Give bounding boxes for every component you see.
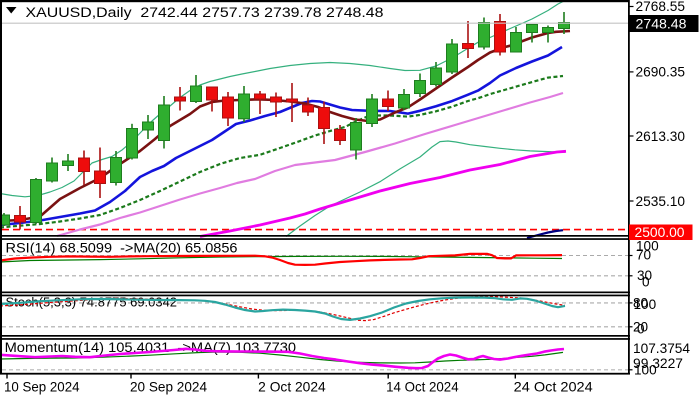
svg-text:Stoch(5,3,3) 74.8775 69.0342: Stoch(5,3,3) 74.8775 69.0342 bbox=[6, 295, 178, 310]
svg-text:2500.00: 2500.00 bbox=[635, 225, 685, 240]
svg-text:2768.55: 2768.55 bbox=[636, 0, 686, 14]
svg-text:10 Sep 2024: 10 Sep 2024 bbox=[4, 379, 80, 394]
svg-text:RSI(14) 68.5099 ->MA(20) 65.0: RSI(14) 68.5099 ->MA(20) 65.0856 bbox=[6, 241, 238, 256]
svg-text:0: 0 bbox=[637, 321, 645, 336]
svg-text:XAUUSD,Daily 2742.44 2757.73: XAUUSD,Daily 2742.44 2757.73 2739.78 274… bbox=[26, 5, 384, 21]
svg-text:20 Sep 2024: 20 Sep 2024 bbox=[130, 379, 207, 394]
svg-text:107.3754: 107.3754 bbox=[633, 341, 690, 356]
svg-text:80: 80 bbox=[633, 296, 649, 311]
svg-text:99.3227: 99.3227 bbox=[633, 356, 683, 371]
svg-text:100: 100 bbox=[634, 362, 657, 377]
svg-text:24 Oct 2024: 24 Oct 2024 bbox=[514, 379, 593, 394]
svg-text:2690.35: 2690.35 bbox=[636, 65, 686, 80]
svg-text:70: 70 bbox=[636, 248, 652, 263]
svg-text:0: 0 bbox=[642, 275, 650, 290]
svg-text:100: 100 bbox=[636, 239, 659, 254]
svg-text:2 Oct 2024: 2 Oct 2024 bbox=[258, 379, 326, 394]
svg-text:2748.48: 2748.48 bbox=[636, 16, 687, 31]
svg-text:2535.10: 2535.10 bbox=[636, 194, 686, 209]
svg-text:30: 30 bbox=[637, 268, 653, 283]
svg-text:2613.30: 2613.30 bbox=[636, 129, 686, 144]
svg-text:20: 20 bbox=[633, 319, 649, 334]
svg-text:14 Oct 2024: 14 Oct 2024 bbox=[386, 379, 459, 394]
svg-text:100: 100 bbox=[634, 297, 657, 312]
